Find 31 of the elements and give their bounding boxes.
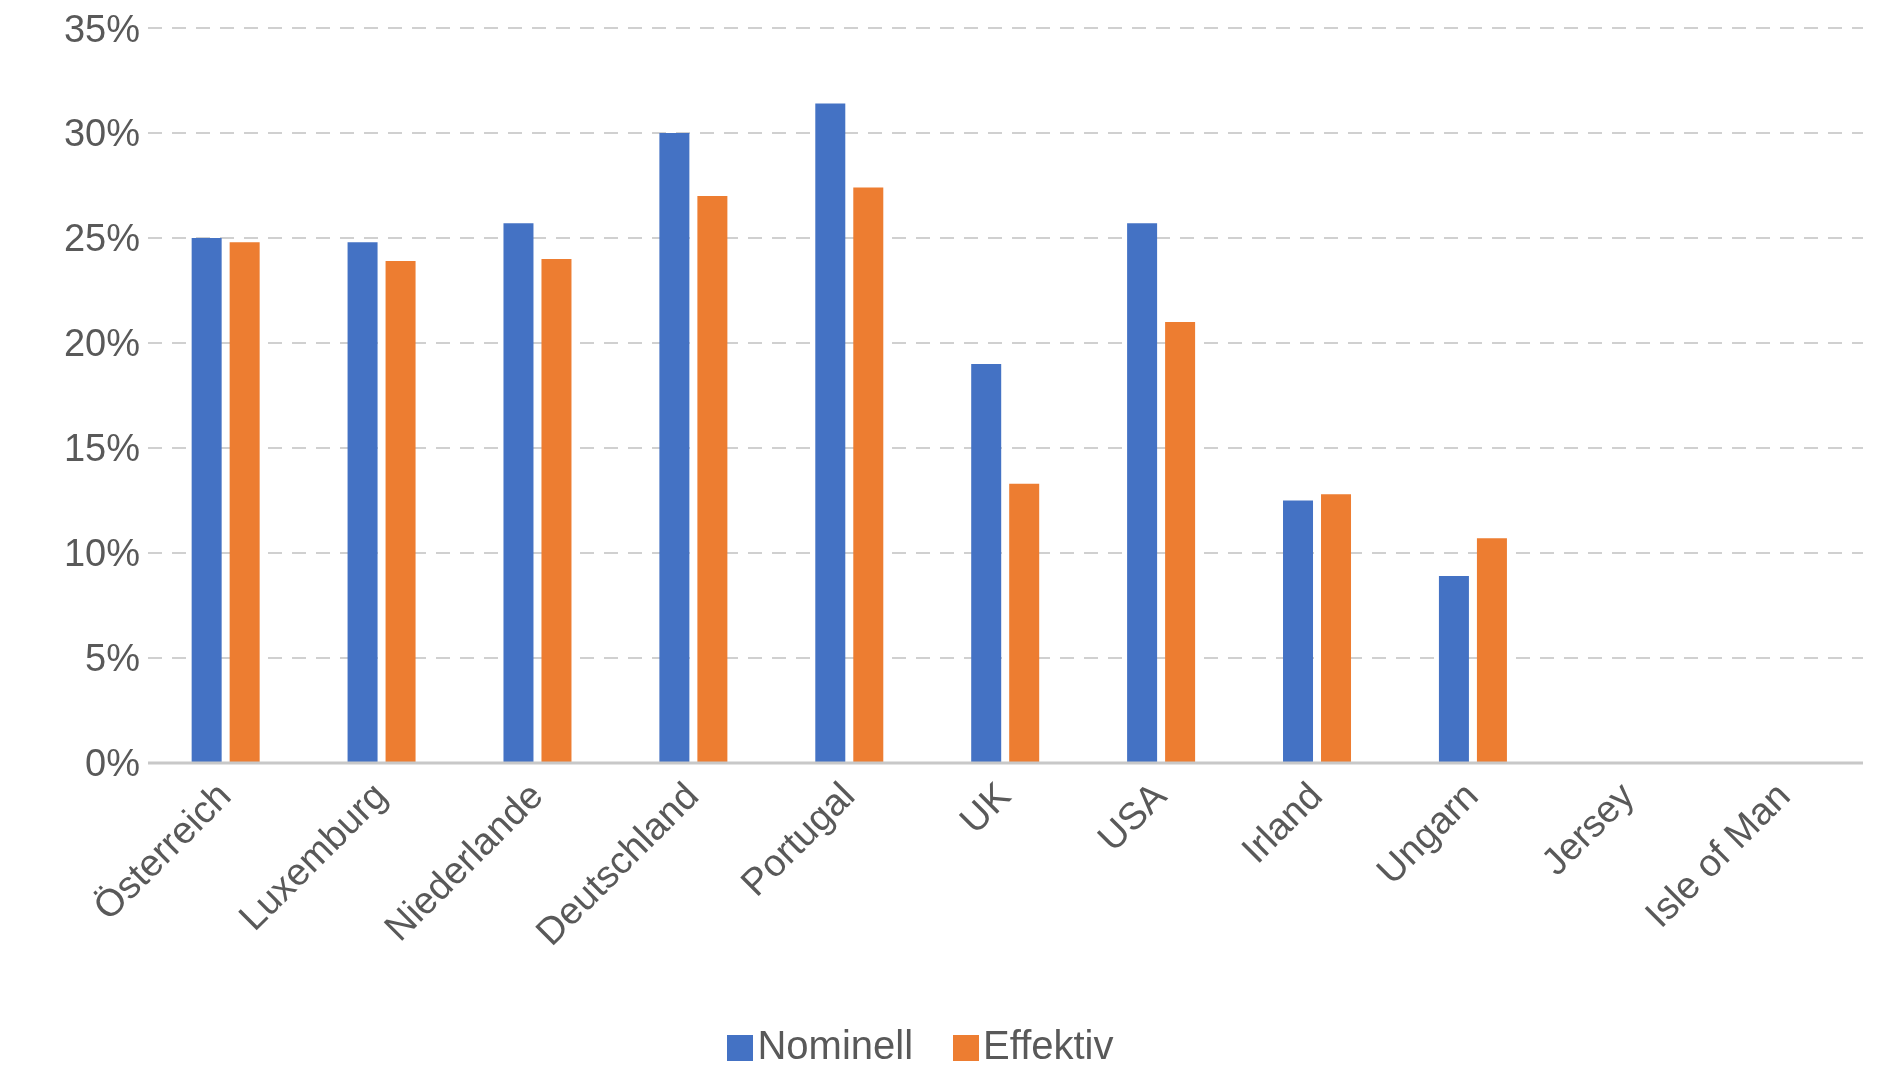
- y-tick-label: 25%: [63, 217, 140, 260]
- bar: [853, 187, 884, 763]
- bar: [971, 364, 1002, 763]
- y-tick-label: 0%: [85, 742, 140, 785]
- bar: [1438, 576, 1469, 763]
- bar: [1009, 483, 1040, 763]
- bar: [1165, 322, 1196, 763]
- x-tick-label: USA: [1089, 773, 1175, 859]
- bar: [1127, 223, 1158, 763]
- x-tick-label: Isle of Man: [1636, 774, 1798, 936]
- y-tick-label: 15%: [63, 427, 140, 470]
- y-tick-label: 35%: [63, 7, 140, 50]
- y-tick-label: 10%: [63, 532, 140, 575]
- y-tick-label: 20%: [63, 322, 140, 365]
- bar: [815, 103, 846, 763]
- x-tick-label: UK: [951, 774, 1019, 842]
- y-tick-label: 5%: [85, 637, 140, 680]
- bar: [229, 242, 260, 763]
- legend-label: Nominell: [757, 1023, 914, 1067]
- legend-label: Effektiv: [983, 1023, 1114, 1067]
- bar: [385, 261, 416, 763]
- bar: [191, 238, 222, 763]
- bar: [347, 242, 378, 763]
- bar: [1321, 494, 1352, 763]
- bar: [541, 259, 572, 763]
- bar: [1476, 538, 1507, 763]
- bar: [697, 196, 728, 763]
- bar: [503, 223, 534, 763]
- y-tick-label: 30%: [63, 112, 140, 155]
- bar: [659, 133, 690, 763]
- bar: [1283, 500, 1314, 763]
